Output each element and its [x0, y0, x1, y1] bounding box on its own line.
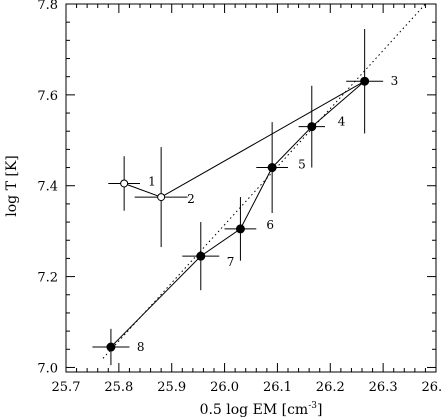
y-tick-label: 7.2 [37, 271, 58, 286]
x-axis-label-close: ] [317, 402, 322, 418]
reference-line [102, 3, 426, 359]
x-tick-label: 25.7 [52, 380, 81, 395]
point-label: 3 [391, 74, 399, 88]
filled-point [267, 163, 277, 173]
filled-point [307, 122, 317, 132]
point-label: 4 [338, 115, 346, 129]
x-tick-label: 26.1 [263, 380, 292, 395]
open-point [157, 193, 166, 202]
point-labels: 1 2 3 4 5 6 7 8 [137, 74, 398, 354]
data-points [106, 76, 370, 352]
point-label: 7 [227, 255, 235, 269]
filled-point [360, 76, 370, 86]
plot-border [65, 3, 437, 373]
x-tick-label: 26.0 [210, 380, 239, 395]
point-label: 8 [137, 340, 145, 354]
series-line [110, 80, 365, 348]
y-tick-label: 7.8 [37, 0, 58, 13]
filled-point [235, 224, 245, 234]
y-tick-label: 7.6 [37, 89, 58, 104]
point-label: 2 [187, 192, 195, 206]
open-point [120, 179, 129, 188]
y-tick-label: 7.4 [37, 180, 58, 195]
y-axis: 7.0 7.2 7.4 7.6 7.8 [37, 0, 436, 376]
x-tick-label: 25.9 [157, 380, 186, 395]
point-label: 5 [298, 158, 306, 172]
x-tick-label: 26.3 [369, 380, 398, 395]
x-axis-label-superscript: -3 [308, 401, 317, 411]
x-axis-label: 0.5 log EM [cm-3] [200, 401, 323, 418]
error-bars [92, 28, 384, 366]
x-axis: 25.7 25.8 25.9 26.0 26.1 26.2 26.3 26.4 [52, 4, 442, 395]
filled-point [106, 342, 116, 352]
point-label: 1 [148, 174, 156, 188]
plot-frame [65, 3, 437, 373]
y-axis-label: log T [K] [4, 155, 20, 217]
point-label: 6 [266, 218, 274, 232]
x-tick-label: 25.8 [104, 380, 133, 395]
x-tick-label: 26.4 [422, 380, 442, 395]
x-tick-label: 26.2 [316, 380, 345, 395]
y-tick-label: 7.0 [37, 361, 58, 376]
dotted-fit-line [102, 3, 426, 359]
filled-point [196, 251, 206, 261]
connecting-path [110, 80, 365, 348]
